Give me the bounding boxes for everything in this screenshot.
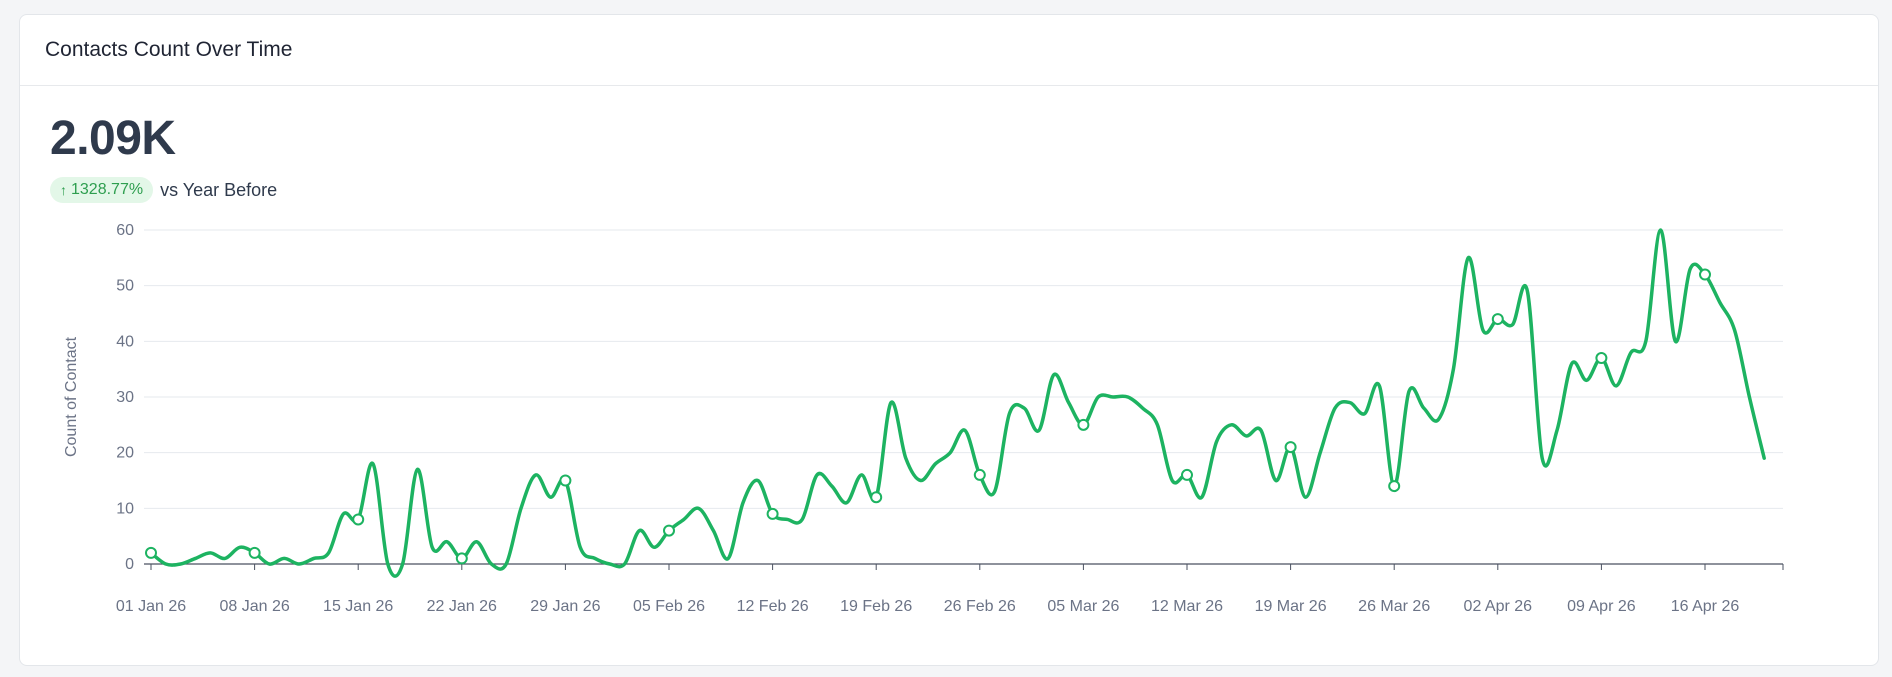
x-tick-label: 19 Feb 26 <box>840 598 912 615</box>
series-line <box>149 228 1766 578</box>
change-value: 1328.77% <box>71 181 144 198</box>
data-point <box>1077 418 1090 431</box>
x-tick-label: 12 Mar 26 <box>1151 598 1223 615</box>
x-tick-label: 12 Feb 26 <box>737 598 809 615</box>
data-point <box>145 546 157 559</box>
y-tick-label: 60 <box>116 222 134 239</box>
x-tick-label: 15 Jan 26 <box>323 598 393 615</box>
data-point <box>766 507 779 520</box>
data-point <box>870 491 883 504</box>
y-tick-label: 40 <box>116 333 134 350</box>
y-tick-label: 0 <box>125 556 134 573</box>
data-point <box>559 474 572 487</box>
data-point <box>455 552 468 565</box>
data-point <box>1284 441 1297 454</box>
kpi-value: 2.09K <box>50 112 176 165</box>
y-tick-label: 20 <box>116 445 134 462</box>
arrow-up-icon: ↑ <box>60 182 67 198</box>
data-point <box>973 468 986 481</box>
x-tick-label: 29 Jan 26 <box>530 598 600 615</box>
kpi-change-row: ↑ 1328.77% vs Year Before <box>50 177 277 203</box>
x-tick-label: 08 Jan 26 <box>219 598 289 615</box>
x-tick-label: 26 Feb 26 <box>944 598 1016 615</box>
x-tick-label: 02 Apr 26 <box>1464 598 1533 615</box>
change-badge: ↑ 1328.77% <box>50 177 154 203</box>
data-point <box>1491 313 1504 326</box>
x-tick-label: 16 Apr 26 <box>1671 598 1740 615</box>
data-point <box>1699 268 1711 281</box>
card-title: Contacts Count Over Time <box>45 38 293 61</box>
x-tick-label: 09 Apr 26 <box>1567 598 1636 615</box>
x-tick-label: 22 Jan 26 <box>427 598 497 615</box>
card-header: Contacts Count Over Time <box>20 15 1878 86</box>
data-point <box>352 513 365 526</box>
data-point <box>248 546 261 559</box>
y-tick-label: 50 <box>116 278 134 295</box>
comparison-label: vs Year Before <box>160 179 278 200</box>
y-tick-label: 30 <box>116 389 134 406</box>
x-tick-label: 05 Mar 26 <box>1047 598 1119 615</box>
chart-card: Contacts Count Over Time 2.09K ↑ 1328.77… <box>19 14 1879 666</box>
x-tick-label: 26 Mar 26 <box>1358 598 1430 615</box>
y-axis-title: Count of Contact <box>63 336 80 457</box>
x-tick-label: 05 Feb 26 <box>633 598 705 615</box>
data-point <box>1181 468 1193 481</box>
data-point <box>1595 352 1608 365</box>
data-point <box>1388 480 1401 493</box>
x-tick-label: 01 Jan 26 <box>116 598 186 615</box>
y-tick-label: 10 <box>116 500 134 517</box>
data-point <box>663 524 675 537</box>
x-tick-label: 19 Mar 26 <box>1255 598 1327 615</box>
